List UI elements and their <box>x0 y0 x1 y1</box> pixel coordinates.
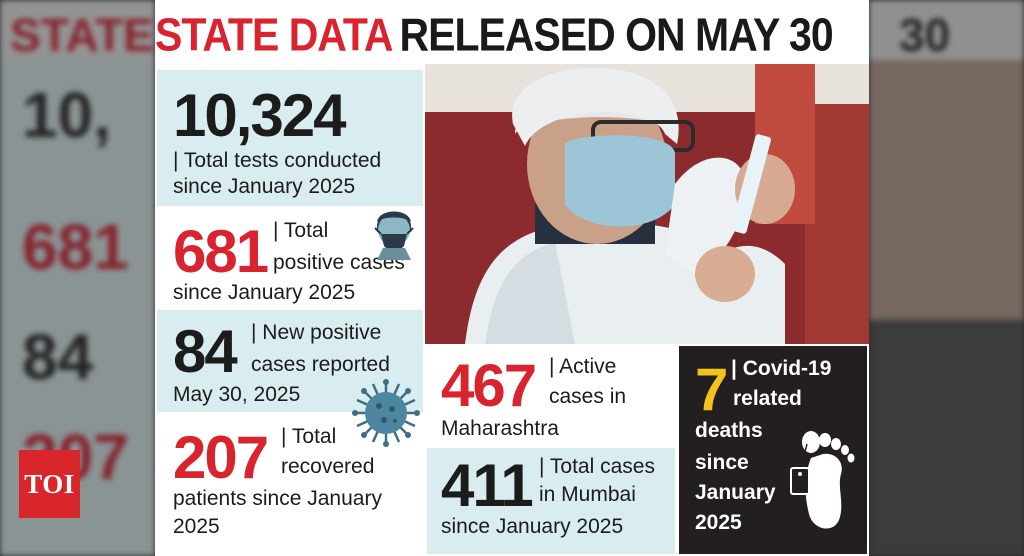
headline-red: STATE DATA <box>155 8 393 61</box>
logo-text: TOI <box>24 468 75 499</box>
virus-icon <box>352 379 420 447</box>
stat-number: 7 <box>695 356 728 423</box>
stat-label: recovered <box>281 455 375 478</box>
ghost-text: 10, <box>22 79 111 151</box>
stat-label: since <box>695 451 749 474</box>
stat-number: 10,324 <box>173 82 347 149</box>
headline-black: RELEASED ON MAY 30 <box>399 8 833 61</box>
stat-box-recovered: 207 | Total recovered patients since Jan… <box>155 414 425 556</box>
stat-label: related <box>733 387 802 410</box>
stat-box-active: 467 | Active cases in Maharashtra <box>425 344 677 446</box>
foot-tag-icon <box>790 431 855 529</box>
infographic-card: STATE DATA RELEASED ON MAY 30 10,324 | To… <box>155 0 869 556</box>
stat-number: 84 <box>173 318 238 385</box>
headline: STATE DATA RELEASED ON MAY 30 <box>155 0 869 70</box>
stat-number: 411 <box>441 452 534 519</box>
stat-label: | Total cases <box>539 455 655 478</box>
stat-label: since January 2025 <box>441 515 624 538</box>
toi-logo: TOI <box>19 450 80 518</box>
stat-label: Maharashtra <box>441 417 559 440</box>
ghost-text: STATE <box>10 9 154 61</box>
stat-label: deaths <box>695 419 763 442</box>
stat-number: 681 <box>173 218 269 285</box>
ghost-text: 681 <box>22 211 129 283</box>
stat-label: since January 2025 <box>173 281 356 304</box>
stat-box-tests: 10,324 | Total tests conducted since Jan… <box>155 68 425 208</box>
stat-label: | Active <box>549 355 617 378</box>
stat-label: | Total <box>273 219 329 242</box>
health-worker-photo <box>425 64 869 344</box>
stat-number: 207 <box>173 424 269 491</box>
stat-label: January <box>695 481 776 504</box>
stat-box-mumbai: 411 | Total cases in Mumbai since Januar… <box>425 446 677 556</box>
stat-label: | Total tests conducted <box>173 149 382 172</box>
stat-label: cases reported <box>251 353 390 376</box>
stat-number: 467 <box>441 352 537 419</box>
stat-box-positive: 681 | Total positive cases since January… <box>155 208 425 308</box>
photo-illustration <box>425 64 869 344</box>
background-blur-right: 30 <box>869 0 1024 556</box>
stat-label: 2025 <box>695 511 742 534</box>
stat-label: in Mumbai <box>539 483 636 506</box>
ghost-text: 30 <box>899 9 951 61</box>
stat-label: since January 2025 <box>173 175 356 198</box>
stat-label: cases in <box>549 385 627 408</box>
mask-face-icon <box>374 211 414 260</box>
stat-label: | Total <box>281 425 337 448</box>
stat-label: | New positive <box>251 321 382 344</box>
stat-label: 2025 <box>173 515 220 538</box>
ghost-text: 84 <box>22 321 94 393</box>
stat-box-deaths: 7 | Covid-19 related deaths since Januar… <box>677 344 869 556</box>
stat-label: patients since January <box>173 487 382 510</box>
stat-label: | Covid-19 <box>731 357 832 380</box>
stat-label: positive cases <box>273 251 405 274</box>
stat-label: May 30, 2025 <box>173 383 301 406</box>
